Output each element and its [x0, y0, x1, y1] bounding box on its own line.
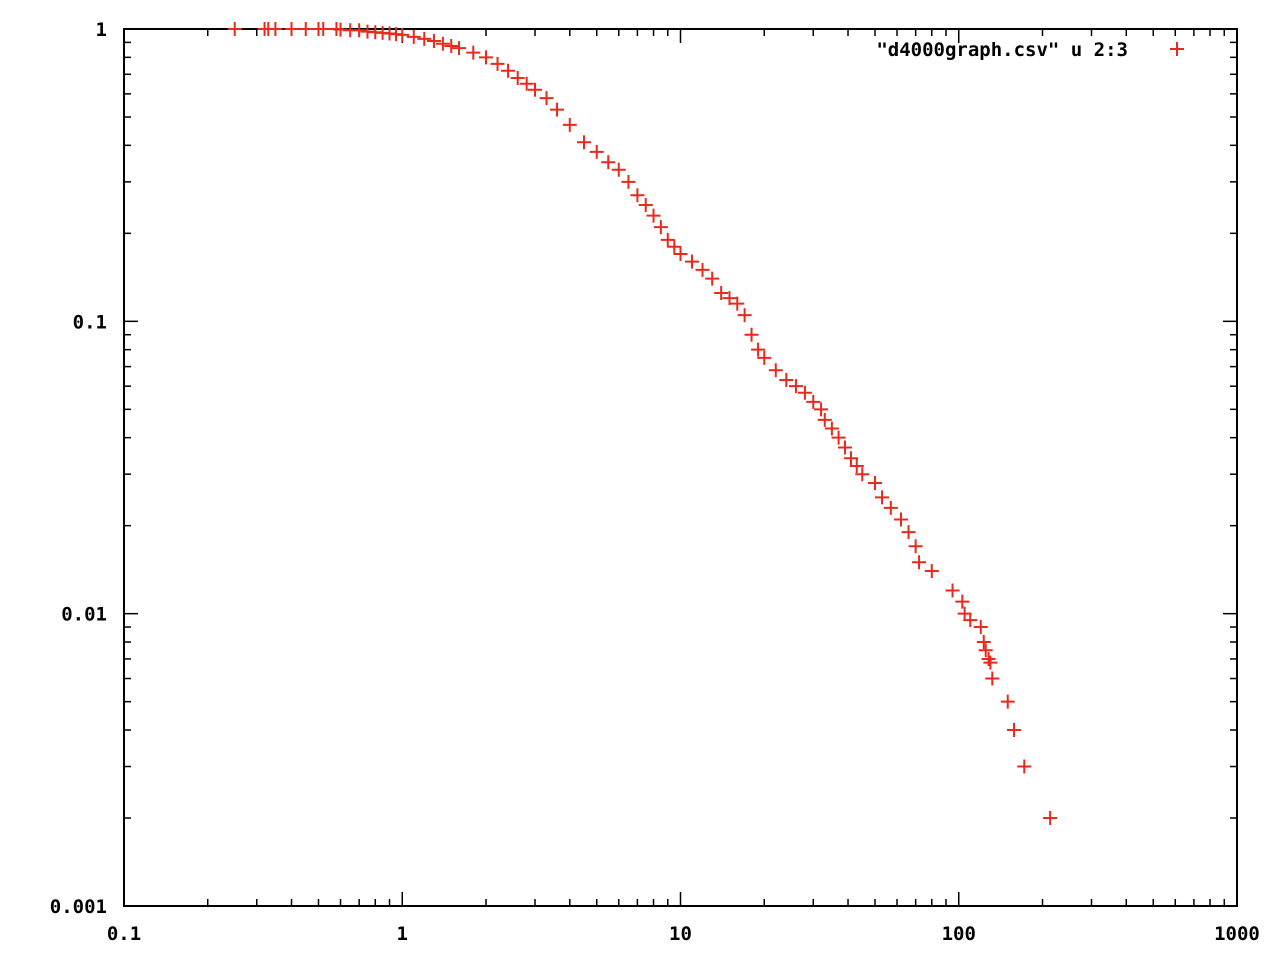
data-point [268, 22, 283, 36]
data-point [519, 76, 534, 91]
data-point [901, 525, 916, 540]
data-point [284, 22, 299, 36]
data-point [479, 50, 494, 65]
data-point [601, 155, 616, 170]
data-point [788, 379, 803, 394]
data-point [757, 350, 772, 365]
data-point [855, 467, 870, 482]
data-point [824, 421, 839, 436]
data-point [730, 296, 745, 311]
x-tick-label: 10 [669, 923, 692, 945]
data-point [417, 31, 432, 46]
data-point [660, 232, 675, 247]
data-point [611, 162, 626, 177]
data-point [562, 117, 577, 132]
data-point [673, 246, 688, 261]
data-point [435, 36, 450, 51]
data-point [426, 33, 441, 48]
data-point [653, 220, 668, 235]
axis-ticks [123, 29, 1237, 907]
data-point [490, 56, 505, 71]
data-point [806, 394, 821, 409]
legend-marker [1170, 42, 1184, 56]
data-point [837, 440, 852, 455]
x-tick-label: 1000 [1214, 923, 1260, 945]
data-point [817, 412, 832, 427]
data-point [444, 38, 459, 53]
data-point [797, 385, 812, 400]
data-point [501, 63, 516, 78]
data-point [779, 372, 794, 387]
data-point [722, 291, 737, 306]
data-point [316, 22, 331, 36]
data-point [646, 208, 661, 223]
data-point [912, 555, 927, 570]
data-point [751, 342, 766, 357]
x-tick-label: 0.1 [107, 923, 141, 945]
data-point [924, 563, 939, 578]
legend: "d4000graph.csv" u 2:3 [876, 39, 1184, 61]
data-point [875, 490, 890, 505]
data-marks [227, 22, 1058, 825]
data-point [466, 45, 481, 60]
legend-plus-marker [1170, 42, 1184, 56]
data-point [705, 271, 720, 286]
axis-tick-labels: 0.1 1 10 100 1000 1 0.1 0.01 0.001 [50, 19, 1260, 945]
data-point [978, 643, 993, 658]
data-point [550, 102, 565, 117]
data-point [976, 634, 991, 649]
data-point [814, 402, 829, 417]
data-point [983, 655, 998, 670]
y-tick-label: 0.01 [61, 604, 107, 626]
data-point [406, 29, 421, 44]
data-point [1000, 694, 1015, 709]
data-point [985, 671, 1000, 686]
data-point [867, 475, 882, 490]
data-point [883, 500, 898, 515]
data-point [981, 651, 996, 666]
data-point [630, 188, 645, 203]
data-point [737, 308, 752, 323]
data-point [638, 198, 653, 213]
data-point [227, 22, 242, 36]
data-point [908, 539, 923, 554]
data-point [395, 27, 410, 42]
data-point [744, 327, 759, 342]
data-point [298, 22, 313, 36]
data-point [1017, 759, 1032, 774]
x-tick-label: 100 [942, 923, 976, 945]
data-point [539, 91, 554, 106]
data-point [352, 23, 367, 38]
data-point [768, 363, 783, 378]
data-point [945, 583, 960, 598]
data-point [621, 174, 636, 189]
data-point [528, 82, 543, 97]
data-point [667, 239, 682, 254]
data-point [849, 458, 864, 473]
y-tick-label: 1 [96, 19, 107, 41]
data-point [844, 451, 859, 466]
data-point [1007, 722, 1022, 737]
data-point [893, 512, 908, 527]
data-point [714, 286, 729, 301]
data-point [685, 254, 700, 269]
data-point [955, 594, 970, 609]
data-point [452, 41, 467, 56]
y-tick-label: 0.1 [73, 311, 107, 333]
data-point [963, 613, 978, 628]
x-tick-label: 1 [397, 923, 408, 945]
data-point [973, 620, 988, 635]
legend-label: "d4000graph.csv" u 2:3 [876, 39, 1128, 61]
data-point [831, 430, 846, 445]
plot-frame [123, 28, 1238, 907]
y-tick-label: 0.001 [50, 896, 107, 918]
data-point [1043, 810, 1058, 825]
data-point [695, 262, 710, 277]
data-point [589, 144, 604, 159]
data-point [577, 135, 592, 150]
data-point [510, 70, 525, 85]
